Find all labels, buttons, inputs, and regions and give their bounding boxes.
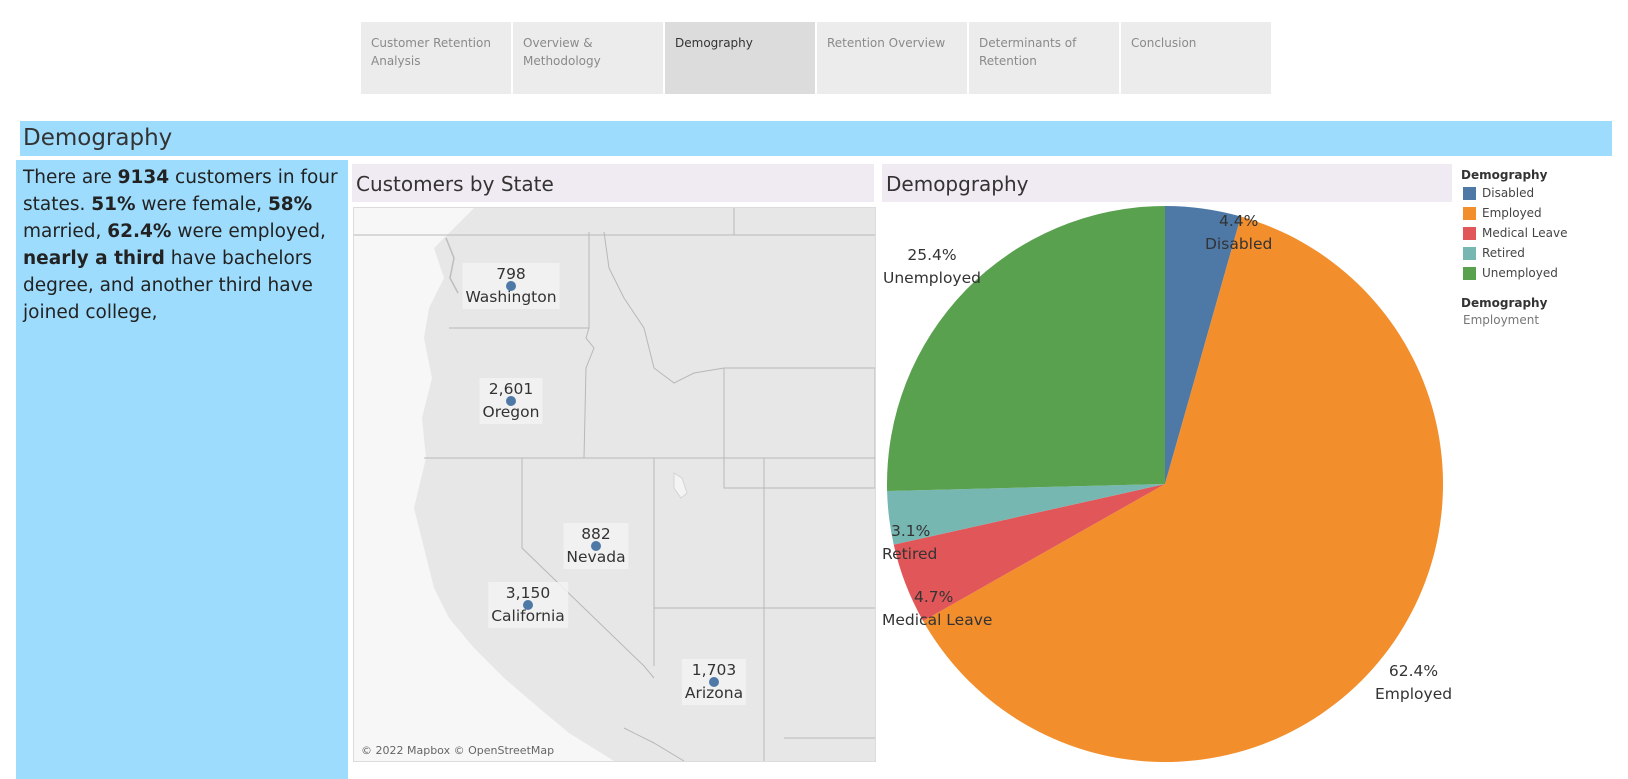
- employed-pct: 62.4%: [107, 221, 172, 242]
- legend-item-disabled[interactable]: Disabled: [1461, 183, 1621, 203]
- tab-determinants-of-retention[interactable]: Determinants of Retention: [969, 22, 1119, 94]
- legend-item-unemployed[interactable]: Unemployed: [1461, 263, 1621, 283]
- dashboard-nav: Customer Retention Analysis Overview & M…: [361, 22, 1271, 94]
- summary-panel: There are 9134 customers in four states.…: [16, 160, 348, 779]
- legend-subtitle: Employment: [1463, 313, 1540, 327]
- customers-map[interactable]: 798 Washington 2,601 Oregon 882 Nevada 3,15…: [353, 207, 876, 762]
- customer-count: 9134: [117, 167, 170, 188]
- pie-legend: Demography Disabled Employed Medical Lea…: [1461, 167, 1621, 329]
- legend-title: Demography: [1461, 168, 1548, 182]
- legend-swatch: [1463, 186, 1476, 200]
- pie-label-disabled: 4.4% Disabled: [1205, 212, 1273, 253]
- legend-item-employed[interactable]: Employed: [1461, 203, 1621, 223]
- tab-demography[interactable]: Demography: [665, 22, 815, 94]
- tab-retention-overview[interactable]: Retention Overview: [817, 22, 967, 94]
- map-basemap: [354, 208, 875, 761]
- map-point-washington-label: 798 Washington: [462, 263, 560, 309]
- female-pct: 51%: [91, 194, 136, 215]
- map-point-nevada[interactable]: [591, 541, 601, 551]
- page-header: Demography: [20, 121, 1612, 156]
- bachelors-fraction: nearly a third: [23, 248, 165, 269]
- pie-label-employed: 62.4% Employed: [1375, 662, 1453, 703]
- legend-swatch: [1463, 226, 1476, 240]
- married-pct: 58%: [267, 194, 313, 215]
- legend-swatch: [1463, 246, 1476, 260]
- map-point-california[interactable]: [523, 600, 533, 610]
- map-point-nevada-label: 882 Nevada: [563, 523, 629, 569]
- pie-title-bar: Demopgraphy: [882, 164, 1452, 202]
- map-title-bar: Customers by State: [352, 164, 874, 202]
- pie-title: Demopgraphy: [886, 172, 1029, 196]
- tab-overview-methodology[interactable]: Overview & Methodology: [513, 22, 663, 94]
- legend-swatch: [1463, 266, 1476, 280]
- legend-item-medical-leave[interactable]: Medical Leave: [1461, 223, 1621, 243]
- map-point-oregon[interactable]: [506, 396, 516, 406]
- legend-item-retired[interactable]: Retired: [1461, 243, 1621, 263]
- legend-title-2: Demography: [1461, 296, 1548, 310]
- map-point-california-label: 3,150 California: [488, 582, 568, 628]
- pie-label-unemployed: 25.4% Unemployed: [883, 246, 981, 287]
- pie-label-medical-leave: 4.7% Medical Leave: [882, 588, 993, 629]
- tab-conclusion[interactable]: Conclusion: [1121, 22, 1271, 94]
- map-point-arizona[interactable]: [709, 677, 719, 687]
- pie-slice-employed[interactable]: [923, 216, 1444, 763]
- tab-customer-retention-analysis[interactable]: Customer Retention Analysis: [361, 22, 511, 94]
- summary-text: There are 9134 customers in four states.…: [23, 167, 338, 323]
- page-title: Demography: [23, 125, 173, 151]
- pie-label-retired: 3.1% Retired: [882, 522, 938, 563]
- map-credit: © 2022 Mapbox © OpenStreetMap: [361, 744, 555, 757]
- map-title: Customers by State: [356, 172, 554, 196]
- map-point-washington[interactable]: [506, 281, 516, 291]
- legend-swatch: [1463, 206, 1476, 220]
- map-point-oregon-label: 2,601 Oregon: [479, 378, 543, 424]
